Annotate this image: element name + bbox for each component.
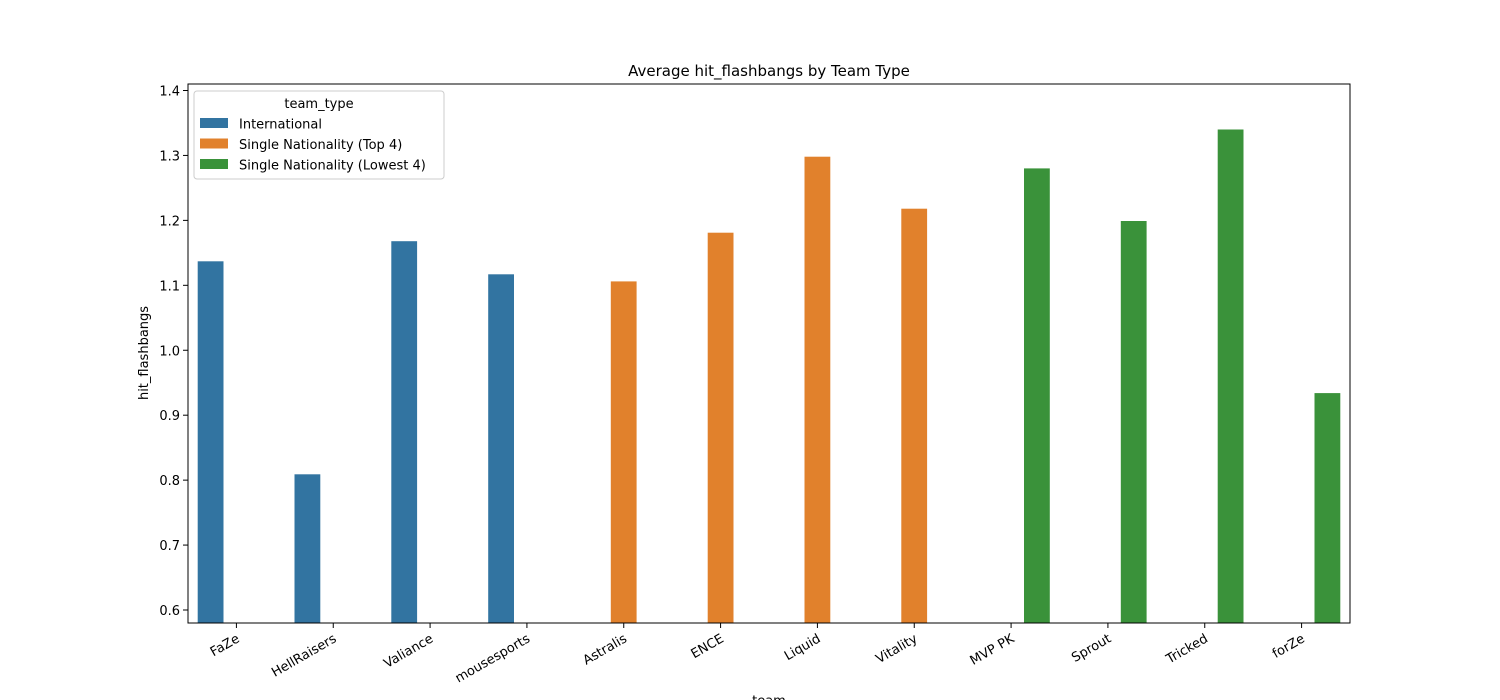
x-tick-label: Vitality bbox=[874, 631, 921, 667]
y-axis-ticks: 0.6 0.7 0.8 0.9 1.0 1.1 1.2 1.3 1.4 bbox=[159, 84, 188, 619]
legend: team_type International Single Nationalit… bbox=[193, 90, 445, 180]
x-tick-label: MVP PK bbox=[968, 631, 1018, 668]
bar-mousesports bbox=[488, 274, 514, 623]
x-tick-label: Tricked bbox=[1163, 631, 1211, 667]
x-axis-label: team bbox=[752, 694, 786, 700]
x-tick-label: Sprout bbox=[1069, 631, 1114, 665]
legend-items: International Single Nationality (Top 4) S… bbox=[200, 118, 426, 174]
x-tick-label: HellRaisers bbox=[269, 631, 339, 680]
x-tick-label: forZe bbox=[1270, 631, 1308, 661]
bars-layer bbox=[197, 129, 1341, 623]
y-tick-label: 0.7 bbox=[159, 539, 180, 554]
x-tick-label: FaZe bbox=[208, 631, 242, 660]
plot-frame bbox=[187, 83, 1351, 624]
y-tick-label: 1.1 bbox=[159, 279, 180, 294]
bar-vitality bbox=[901, 208, 928, 623]
y-tick-label: 1.4 bbox=[159, 84, 180, 99]
legend-label: Single Nationality (Lowest 4) bbox=[239, 159, 426, 174]
legend-title: team_type bbox=[284, 97, 353, 112]
x-axis-ticks: FaZe HellRaisers Valiance mousesports Astral… bbox=[208, 623, 1308, 686]
bar-sprout bbox=[1120, 221, 1147, 623]
bar-faze bbox=[197, 261, 224, 623]
bar-valiance bbox=[391, 241, 418, 623]
legend-label: Single Nationality (Top 4) bbox=[239, 138, 402, 153]
y-tick-label: 0.8 bbox=[159, 474, 180, 489]
x-tick-label: Astralis bbox=[581, 631, 630, 668]
legend-swatch bbox=[200, 159, 228, 169]
legend-swatch bbox=[200, 138, 228, 149]
y-tick-label: 1.2 bbox=[159, 214, 180, 229]
y-tick-label: 1.0 bbox=[159, 344, 180, 359]
legend-label: International bbox=[239, 118, 322, 133]
bar-liquid bbox=[804, 156, 831, 623]
legend-box bbox=[193, 90, 445, 180]
bar-mvp-pk bbox=[1024, 168, 1050, 623]
bar-forze bbox=[1314, 393, 1341, 623]
y-tick-label: 0.6 bbox=[159, 604, 180, 619]
x-tick-label: mousesports bbox=[453, 631, 533, 686]
y-tick-label: 1.3 bbox=[159, 149, 180, 164]
bar-ence bbox=[707, 232, 734, 623]
legend-swatch bbox=[200, 118, 228, 128]
bar-astralis bbox=[610, 281, 637, 623]
y-axis-label: hit_flashbangs bbox=[137, 306, 152, 400]
x-tick-label: Liquid bbox=[782, 631, 823, 664]
x-tick-label: Valiance bbox=[381, 631, 436, 671]
y-tick-label: 0.9 bbox=[159, 409, 180, 424]
bar-tricked bbox=[1217, 129, 1244, 623]
chart-title: Average hit_flashbangs by Team Type bbox=[628, 62, 910, 81]
x-tick-label: ENCE bbox=[689, 631, 727, 662]
bar-hellraisers bbox=[294, 474, 321, 623]
